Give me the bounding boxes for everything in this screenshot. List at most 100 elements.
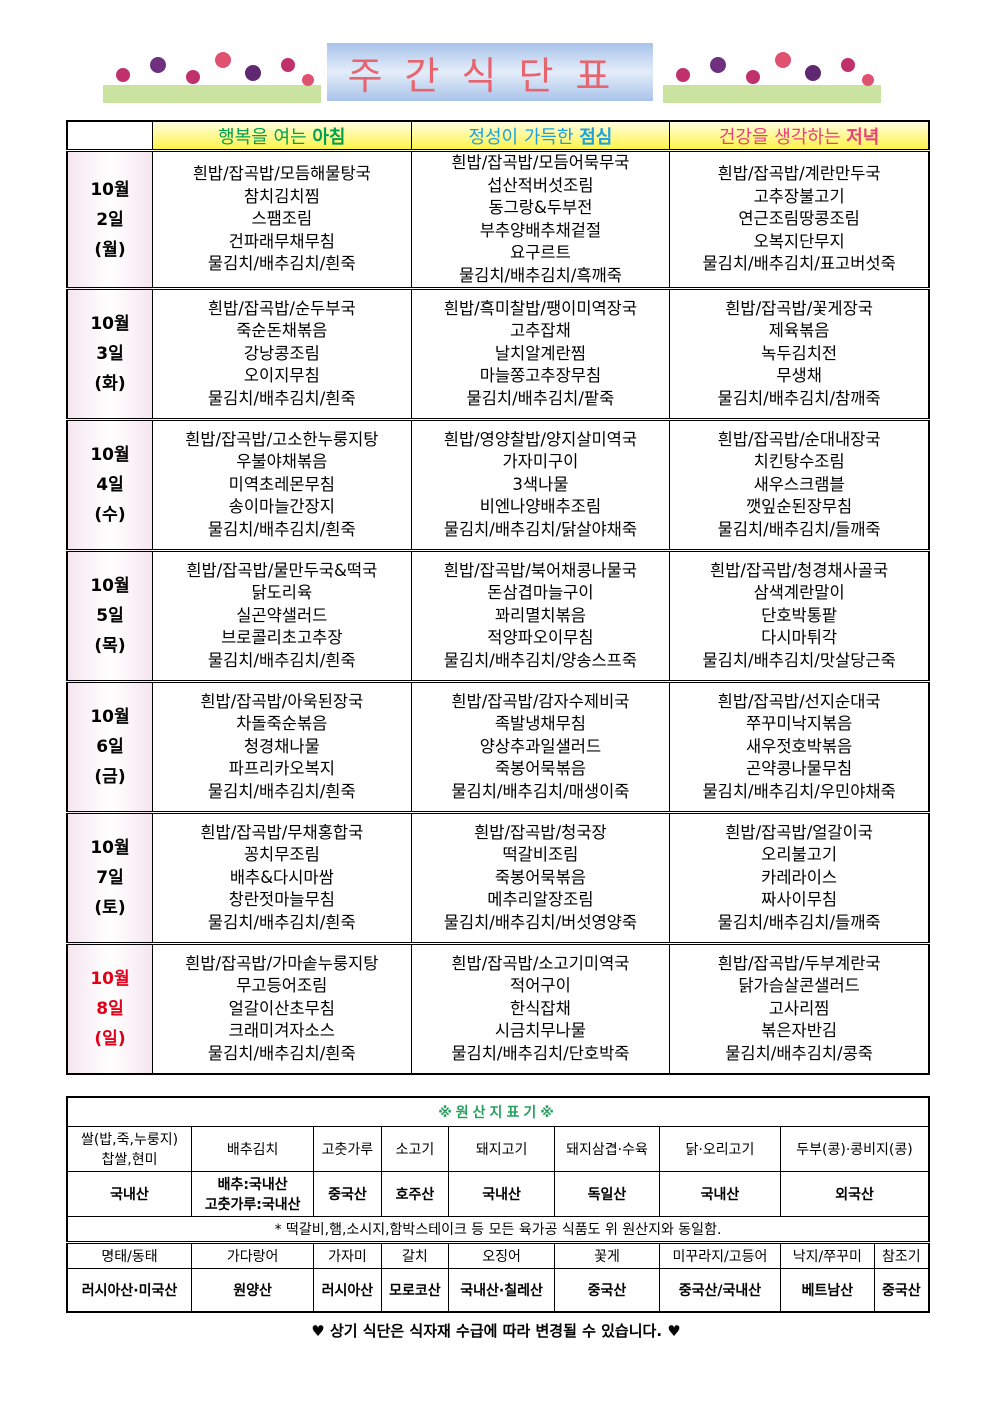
footer-note: ♥ 상기 식단은 식자재 수급에 따라 변경될 수 있습니다. ♥	[311, 1322, 681, 1340]
origin-country: 국내산·칠레산	[448, 1268, 556, 1313]
menu-item: 크래미겨자소스	[228, 1021, 335, 1041]
date-cell: 10월 7일 (토)	[66, 811, 153, 944]
menu-item: 볶은자반김	[761, 1021, 838, 1041]
menu-item: 물김치/배추김치/참깨죽	[717, 388, 881, 408]
dinner-label: 저녁	[846, 126, 880, 148]
origin-title: ※원산지표기※	[66, 1096, 930, 1127]
lunch-cell: 흰밥/잡곡밥/북어채콩나물국 돈삼겹마늘구이 꽈리멸치볶음 적양파오이무침 물김치/배추…	[410, 549, 671, 682]
origin-country: 독일산	[554, 1171, 660, 1217]
origin-row: 국내산 배추:국내산 고춧가루:국내산 중국산 호주산 국내산 독일산 국내산 외국산	[66, 1171, 930, 1217]
origin-item: 낙지/쭈꾸미	[780, 1242, 875, 1269]
menu-item: 무생채	[776, 366, 822, 386]
day-row: 10월 6일 (금) 흰밥/잡곡밥/아욱된장국 차돌죽순볶음 청경채나물 파프리카오복지 물김…	[66, 680, 930, 813]
breakfast-cell: 흰밥/잡곡밥/순두부국 죽순돈채볶음 강낭콩조림 오이지무침 물김치/배추김치/흰죽	[152, 287, 412, 420]
menu-item: 물김치/배추김치/우민야채죽	[702, 781, 896, 801]
origin-item: 참조기	[873, 1242, 930, 1269]
menu-item: 배추&다시마쌈	[229, 867, 334, 887]
menu-item: 3색나물	[512, 474, 569, 494]
menu-item: 흰밥/잡곡밥/청경채사골국	[710, 560, 889, 580]
origin-item: 오징어	[448, 1242, 556, 1269]
menu-item: 우불야채볶음	[236, 452, 328, 472]
day-row: 10월 4일 (수) 흰밥/잡곡밥/고소한누룽지탕 우불야채볶음 미역초레몬무침 송이마늘간…	[66, 418, 930, 551]
menu-item: 제육볶음	[768, 321, 830, 341]
dinner-cell: 흰밥/잡곡밥/청경채사골국 삼색계란말이 단호박통팥 다시마튀각 물김치/배추김치/맛살…	[669, 549, 930, 682]
origin-item: 꽃게	[554, 1242, 660, 1269]
origin-item: 명태/동태	[66, 1242, 192, 1269]
menu-item: 쭈꾸미낙지볶음	[745, 714, 853, 734]
origin-note-row: * 떡갈비,햄,소시지,함박스테이크 등 모든 육가공 식품도 위 원산지와 동…	[66, 1216, 930, 1244]
menu-item: 물김치/배추김치/들깨죽	[717, 912, 881, 932]
menu-item: 한식잡채	[510, 998, 571, 1018]
menu-item: 물김치/배추김치/표고버섯죽	[702, 254, 896, 274]
menu-item: 적어구이	[510, 976, 571, 996]
origin-country: 국내산	[658, 1171, 782, 1217]
origin-country: 러시아산·미국산	[66, 1268, 192, 1313]
origin-country: 중국산	[313, 1171, 382, 1217]
origin-item: 소고기	[380, 1126, 450, 1172]
menu-item: 흰밥/잡곡밥/아욱된장국	[200, 691, 364, 711]
date-dow: (일)	[94, 1029, 126, 1049]
menu-item: 가자미구이	[502, 452, 579, 472]
origin-item: 닭·오리고기	[658, 1126, 782, 1172]
menu-header-row: 행복을 여는 아침 정성이 가득한 점심 건강을 생각하는 저녁	[66, 120, 930, 151]
menu-item: 죽순돈채볶음	[236, 321, 328, 341]
menu-item: 흰밥/잡곡밥/모듬어묵무국	[451, 153, 630, 172]
breakfast-cell: 흰밥/잡곡밥/가마솥누룽지탕 무고등어조림 얼갈이산초무침 크래미겨자소스 물김치/배추…	[152, 942, 412, 1075]
menu-item: 창란젓마늘무침	[228, 890, 335, 910]
menu-item: 깻잎순된장무침	[745, 497, 853, 517]
date-day: 4일	[96, 475, 124, 495]
breakfast-cell: 흰밥/잡곡밥/물만두국&떡국 닭도리육 실곤약샐러드 브로콜리초고추장 물김치/배추김치…	[152, 549, 412, 682]
origin-country: 베트남산	[780, 1268, 875, 1313]
menu-item: 물김치/배추김치/버섯영양죽	[443, 912, 638, 932]
day-row: 10월 8일 (일) 흰밥/잡곡밥/가마솥누룽지탕 무고등어조림 얼갈이산초무침 크래미겨자…	[66, 942, 930, 1075]
date-dow: (토)	[94, 898, 126, 918]
breakfast-label: 아침	[312, 126, 346, 148]
lunch-cell: 흰밥/잡곡밥/모듬어묵무국 섭산적버섯조림 동그랑&두부전 부추양배추채겉절 요구르트 물…	[410, 149, 671, 289]
date-cell: 10월 3일 (화)	[66, 287, 153, 420]
menu-item: 물김치/배추김치/팥죽	[466, 388, 615, 408]
dinner-cell: 흰밥/잡곡밥/계란만두국 고추장불고기 연근조림땅콩조림 오복지단무지 물김치/배추김치…	[669, 149, 930, 289]
header-blank	[66, 120, 153, 151]
origin-country: 호주산	[380, 1171, 450, 1217]
menu-item: 강낭콩조림	[243, 343, 320, 363]
origin-item: 가다랑어	[190, 1242, 315, 1269]
breakfast-caption: 행복을 여는	[218, 126, 313, 148]
lunch-cell: 흰밥/영양찰밥/양지살미역국 가자미구이 3색나물 비엔나양배추조림 물김치/배추김치/…	[410, 418, 671, 551]
menu-item: 오복지단무지	[753, 231, 845, 251]
menu-item: 요구르트	[510, 243, 571, 262]
date-dow: (월)	[94, 239, 126, 260]
origin-country: 러시아산	[313, 1268, 382, 1313]
lunch-cell: 흰밥/흑미찰밥/팽이미역장국 고추잡채 날치알계란찜 마늘쫑고추장무침 물김치/배추김치…	[410, 287, 671, 420]
origin-row: 러시아산·미국산 원양산 러시아산 모로코산 국내산·칠레산 중국산 중국산/국내산 베트남산…	[66, 1268, 930, 1313]
date-dow: (수)	[94, 505, 126, 525]
origin-item: 두부(콩)·콩비지(콩)	[780, 1126, 930, 1172]
day-row: 10월 5일 (목) 흰밥/잡곡밥/물만두국&떡국 닭도리육 실곤약샐러드 브로콜리초고추장…	[66, 549, 930, 682]
menu-item: 고사리찜	[768, 998, 830, 1018]
menu-item: 물김치/배추김치/흰죽	[207, 388, 356, 408]
date-day: 5일	[96, 606, 124, 626]
menu-item: 물김치/배추김치/흰죽	[207, 1043, 356, 1063]
menu-item: 비엔나양배추조림	[479, 497, 602, 517]
menu-item: 새우스크램블	[753, 474, 845, 494]
menu-item: 물김치/배추김치/콩죽	[725, 1043, 873, 1063]
date-day: 3일	[96, 344, 124, 364]
origin-country: 외국산	[780, 1171, 930, 1217]
menu-item: 녹두김치전	[761, 343, 838, 363]
origin-table: ※원산지표기※ 쌀(밥,죽,누룽지) 찹쌀,현미 배추김치 고춧가루 소고기 돼지고기 돼…	[66, 1096, 930, 1313]
dinner-cell: 흰밥/잡곡밥/두부계란국 닭가슴살콘샐러드 고사리찜 볶은자반김 물김치/배추김치/콩죽	[669, 942, 930, 1075]
date-day: 2일	[96, 209, 124, 230]
origin-country: 국내산	[66, 1171, 192, 1217]
menu-item: 건파래무채무침	[228, 231, 335, 251]
origin-row: 명태/동태 가다랑어 가자미 갈치 오징어 꽃게 미꾸라지/고등어 낙지/쭈꾸미 참조기	[66, 1242, 930, 1269]
menu-item: 섭산적버섯조림	[487, 175, 594, 195]
menu-item: 물김치/배추김치/맛살당근죽	[702, 650, 896, 670]
origin-country: 중국산/국내산	[658, 1268, 782, 1313]
flower-decoration-left	[103, 52, 321, 103]
lunch-cell: 흰밥/잡곡밥/소고기미역국 적어구이 한식잡채 시금치무나물 물김치/배추김치/단호박죽	[410, 942, 671, 1075]
menu-item: 얼갈이산초무침	[228, 998, 335, 1018]
menu-item: 물김치/배추김치/흰죽	[207, 254, 356, 274]
date-dow: (금)	[94, 767, 126, 787]
header-dinner: 건강을 생각하는 저녁	[669, 120, 930, 151]
menu-item: 파프리카오복지	[228, 759, 335, 779]
menu-item: 흰밥/잡곡밥/소고기미역국	[451, 953, 630, 973]
